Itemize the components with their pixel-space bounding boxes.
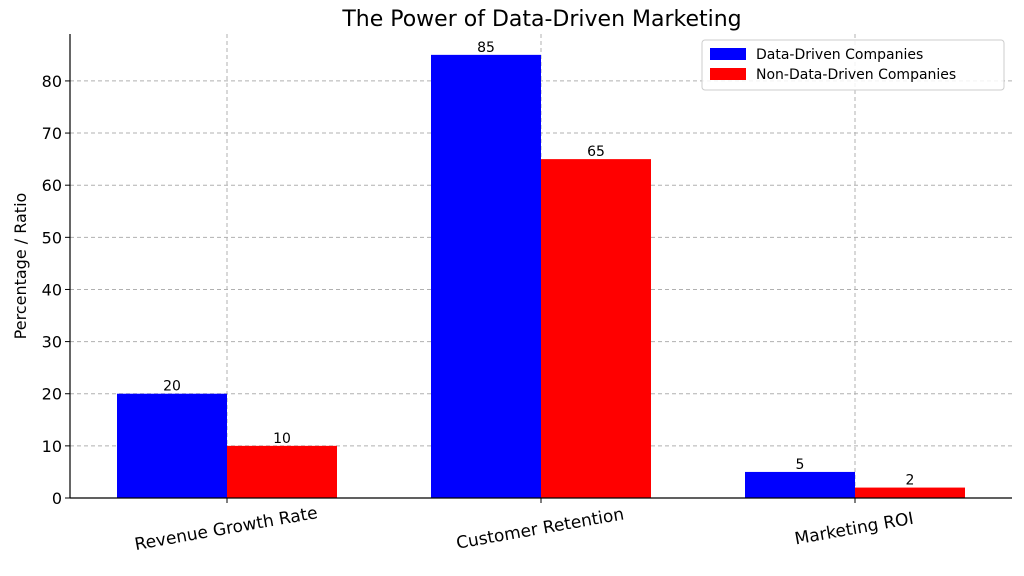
bar-value-label: 5 [796, 457, 805, 473]
y-tick-label: 50 [42, 228, 62, 247]
bar-non-data-driven [227, 445, 337, 498]
x-category-label: Customer Retention [455, 504, 626, 553]
bar-value-label: 2 [906, 473, 915, 489]
bar-value-label: 10 [273, 431, 291, 447]
legend: Data-Driven Companies Non-Data-Driven Com… [701, 39, 1005, 91]
legend-label: Non-Data-Driven Companies [756, 67, 956, 83]
bar-non-data-driven [541, 159, 651, 498]
bar-value-label: 85 [477, 40, 495, 56]
x-category-label: Marketing ROI [793, 509, 915, 550]
x-category-label: Revenue Growth Rate [133, 503, 319, 555]
y-tick-label: 80 [42, 72, 62, 91]
legend-swatch [710, 48, 746, 60]
bars [117, 54, 965, 498]
legend-label: Data-Driven Companies [756, 47, 923, 63]
y-tick-label: 70 [42, 124, 62, 143]
bar-data-driven [117, 393, 227, 498]
bar-value-label: 65 [587, 144, 605, 160]
y-tick-label: 60 [42, 176, 62, 195]
bar-data-driven [745, 471, 855, 498]
y-tick-label: 10 [42, 437, 62, 456]
legend-box [701, 39, 1005, 91]
legend-swatch [710, 68, 746, 80]
bar-non-data-driven [855, 487, 965, 498]
chart-title: The Power of Data-Driven Marketing [341, 7, 741, 32]
bar-value-label: 20 [163, 379, 181, 395]
y-tick-label: 30 [42, 333, 62, 352]
bar-data-driven [431, 54, 541, 498]
y-tick-label: 40 [42, 280, 62, 299]
y-axis-label: Percentage / Ratio [11, 193, 30, 340]
axes [65, 34, 1012, 503]
y-tick-label: 20 [42, 385, 62, 404]
y-tick-label: 0 [52, 489, 62, 508]
